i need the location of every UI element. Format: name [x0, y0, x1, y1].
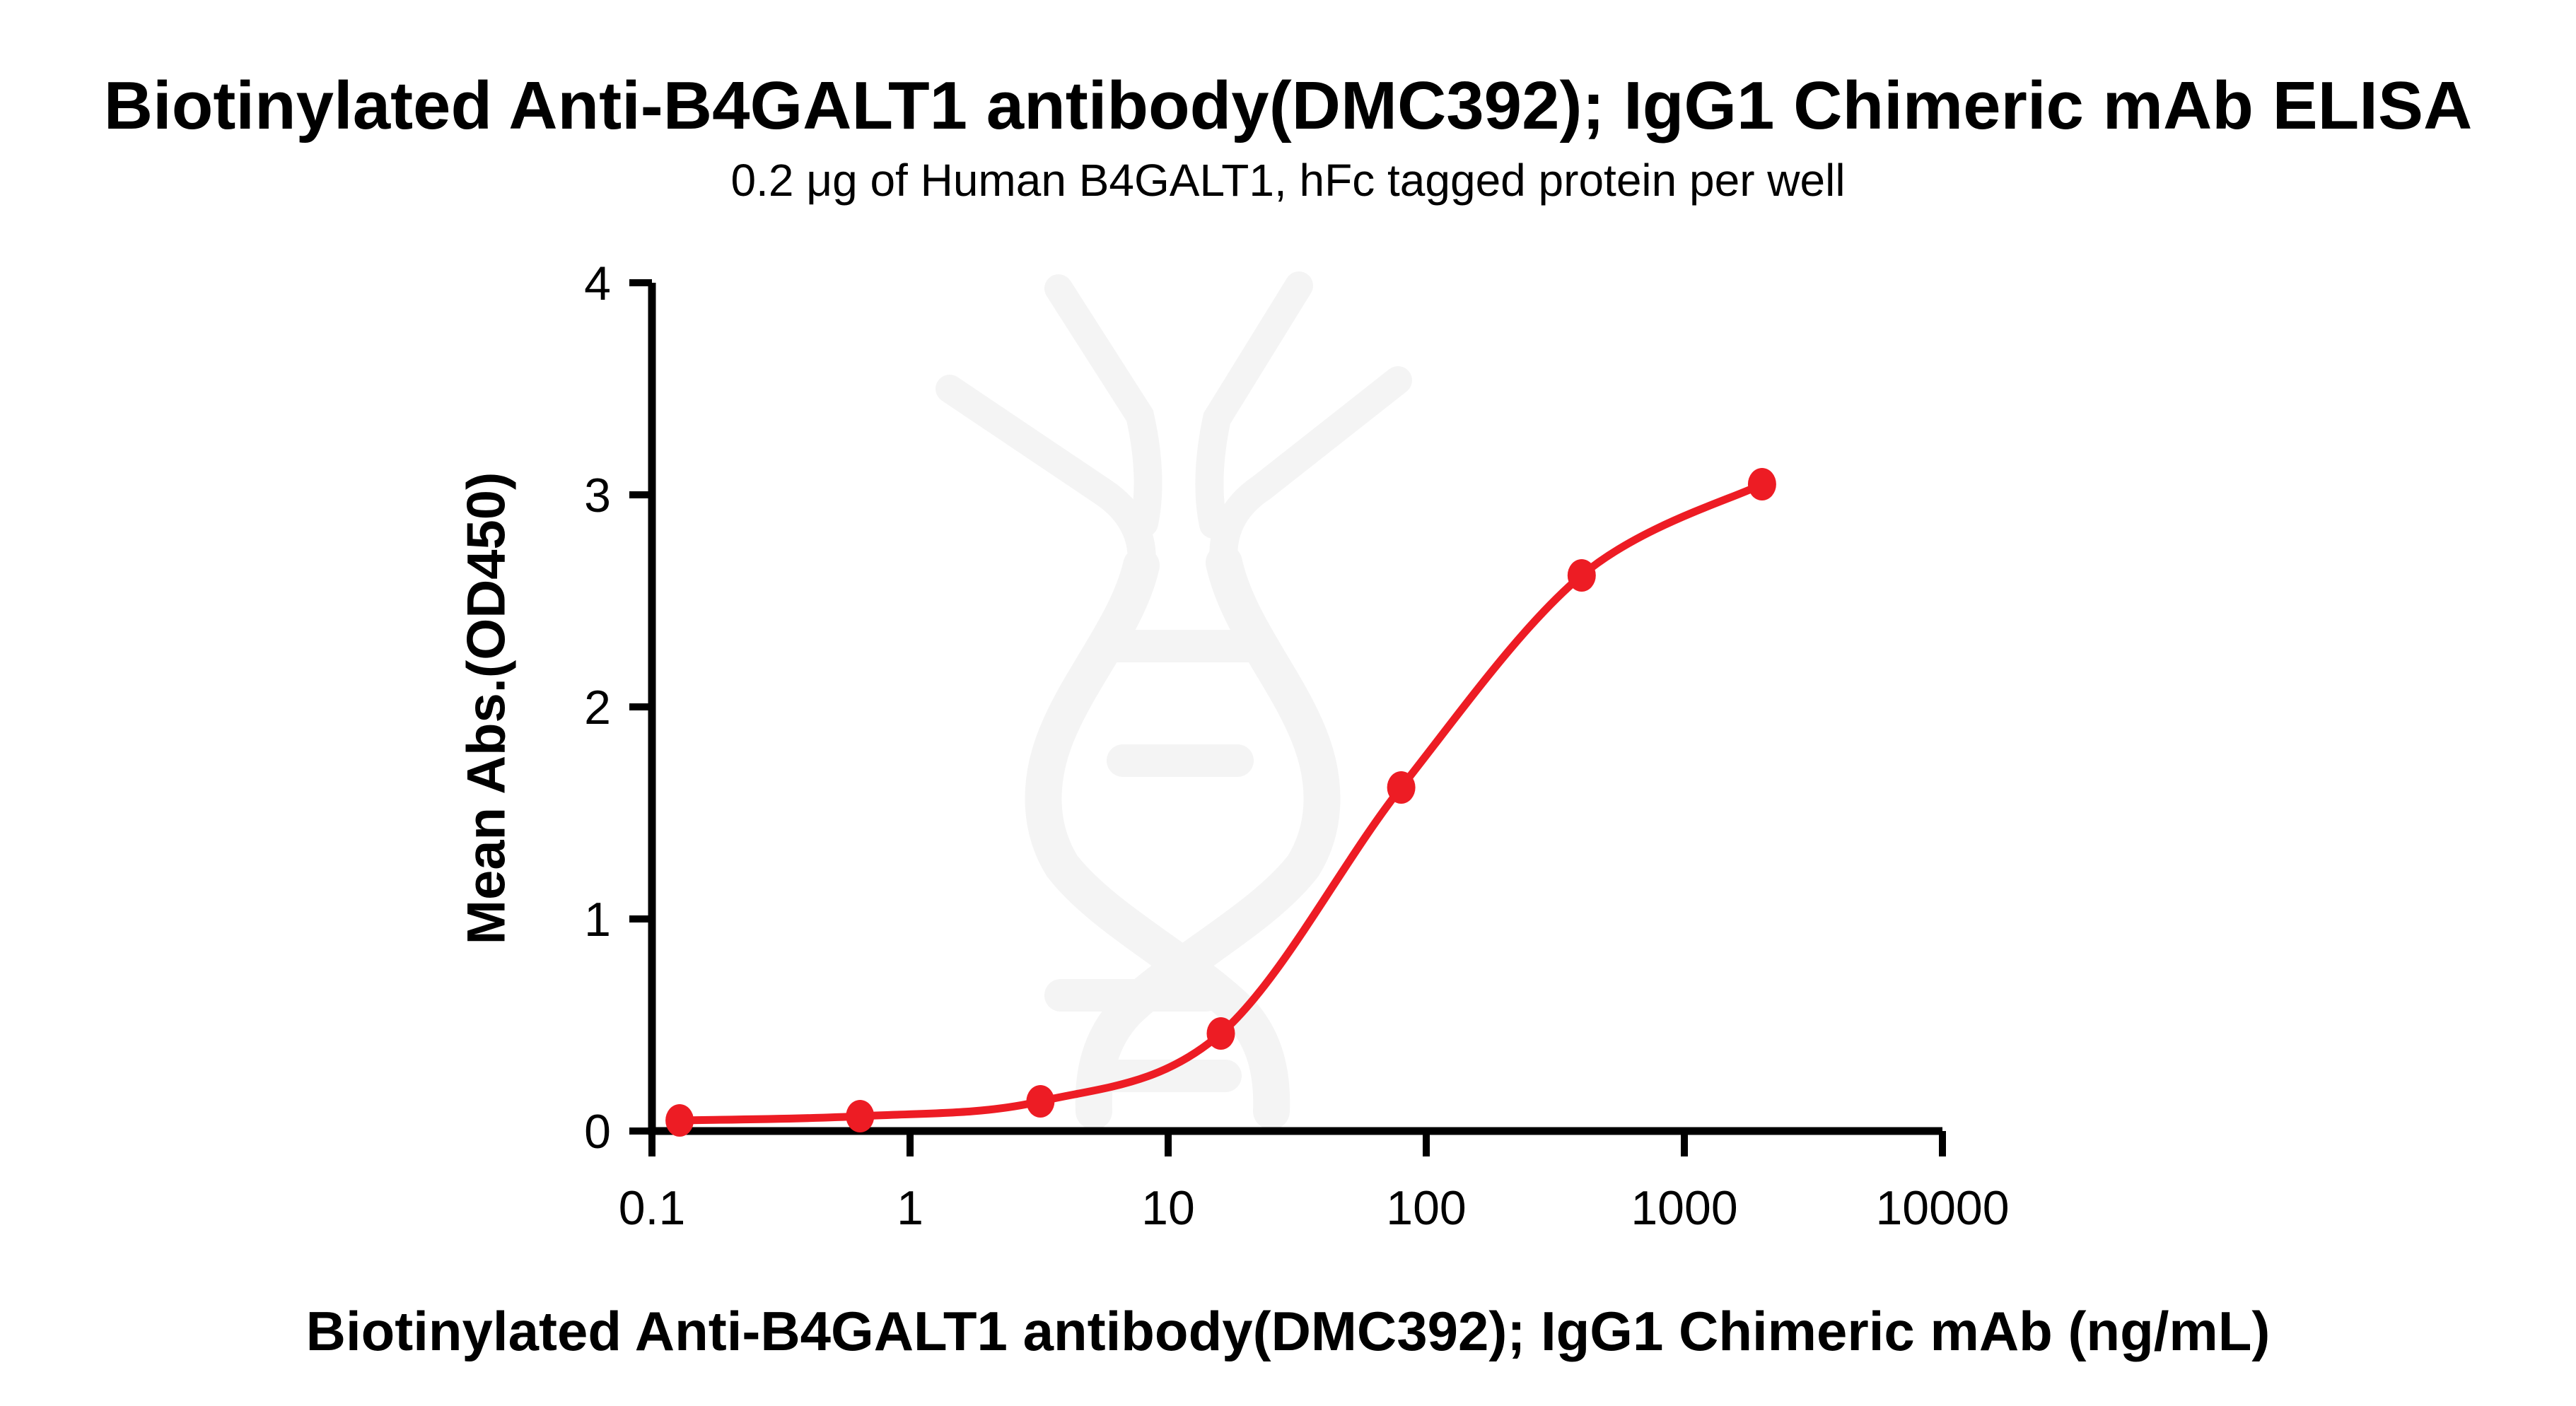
data-point-marker [1026, 1085, 1055, 1118]
y-tick-label: 2 [584, 681, 611, 734]
data-point-marker [1206, 1017, 1235, 1050]
x-tick-label: 10000 [1875, 1181, 2009, 1235]
data-point-marker [1567, 559, 1596, 592]
chart-subtitle: 0.2 μg of Human B4GALT1, hFc tagged prot… [730, 155, 1846, 206]
data-point-marker [846, 1100, 875, 1132]
x-tick-label: 1000 [1631, 1181, 1737, 1235]
data-point-marker [665, 1104, 694, 1137]
data-point-marker [1747, 468, 1776, 500]
data-point-marker [1387, 771, 1416, 804]
dna-antibody-watermark-icon [936, 271, 1412, 1130]
x-tick-label: 100 [1386, 1181, 1466, 1235]
y-tick-label: 1 [584, 893, 611, 947]
x-tick-label: 1 [897, 1181, 923, 1235]
y-axis-label: Mean Abs.(OD450) [456, 471, 517, 945]
chart-title: Biotinylated Anti-B4GALT1 antibody(DMC39… [103, 68, 2473, 143]
x-tick-label: 10 [1141, 1181, 1195, 1235]
y-tick-label: 4 [584, 257, 611, 310]
y-tick-label: 0 [584, 1105, 611, 1159]
x-axis-label: Biotinylated Anti-B4GALT1 antibody(DMC39… [305, 1300, 2271, 1362]
x-tick-label: 0.1 [619, 1181, 686, 1235]
y-tick-label: 3 [584, 469, 611, 522]
